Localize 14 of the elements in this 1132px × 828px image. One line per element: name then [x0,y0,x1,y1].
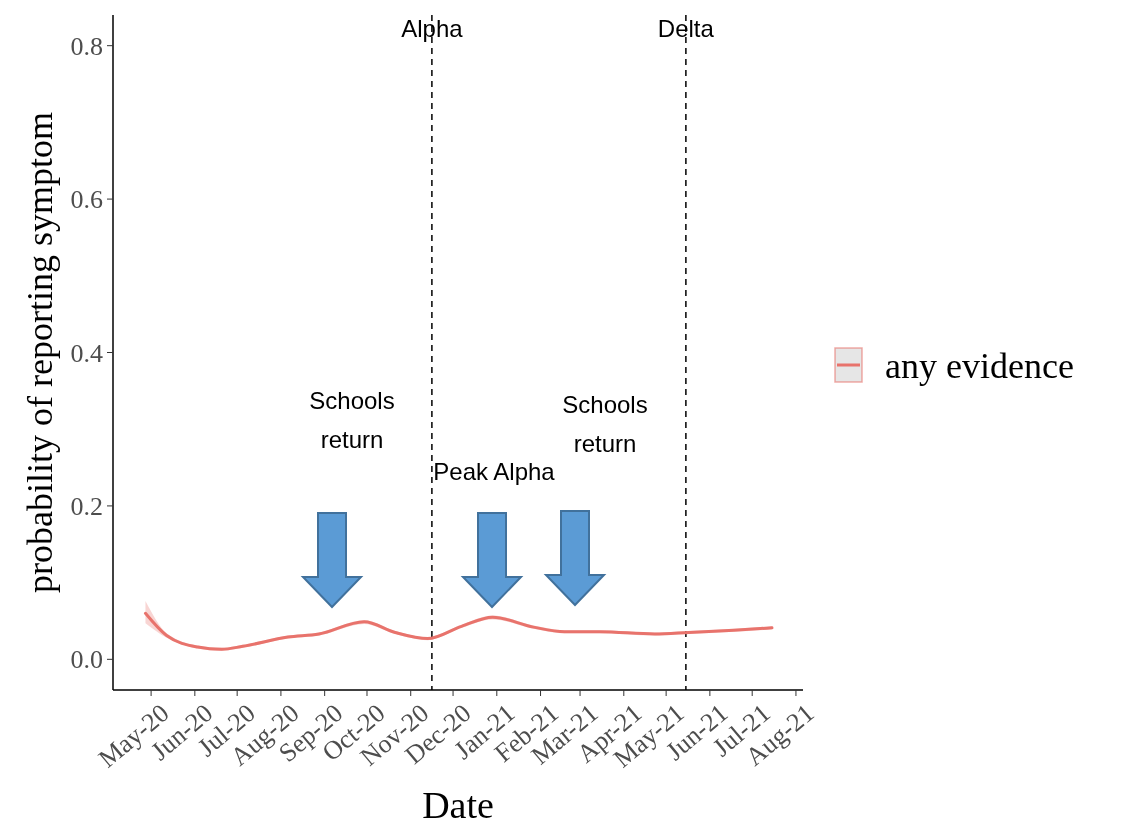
y-axis-title: probability of reporting symptom [20,112,60,593]
y-tick-label: 0.8 [70,31,103,61]
ref-line-label: Delta [657,15,715,42]
annotation: Schools return [562,391,648,457]
x-axis-title: Date [422,784,494,826]
legend-label: any evidence [885,345,1074,386]
annotation: Peak Alpha [433,458,556,485]
ref-line-label: Alpha [401,15,464,42]
annotation: Schools return [309,387,395,453]
y-tick-label: 0.0 [70,645,103,675]
y-tick-label: 0.4 [70,338,103,368]
line-series [143,611,774,651]
y-tick-label: 0.2 [70,492,103,522]
y-tick-label: 0.6 [70,185,103,215]
